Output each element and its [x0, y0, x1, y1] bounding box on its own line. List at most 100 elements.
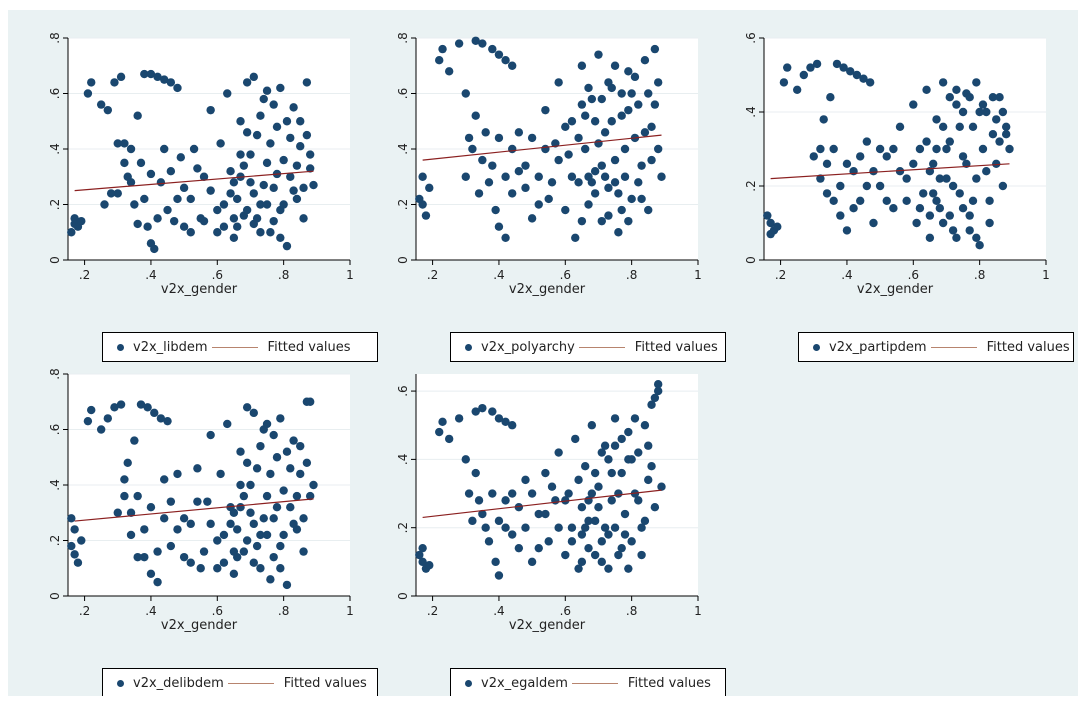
data-point: [995, 137, 1004, 146]
data-point: [627, 89, 636, 98]
data-point: [975, 241, 984, 250]
data-point: [627, 537, 636, 546]
y-tick-label: .2: [48, 199, 62, 210]
data-point: [610, 441, 620, 450]
data-point: [163, 205, 172, 215]
data-point: [816, 144, 825, 154]
data-point: [279, 155, 288, 165]
data-point: [256, 530, 265, 540]
data-point: [478, 155, 487, 165]
data-point: [945, 93, 954, 102]
data-point: [597, 448, 606, 457]
data-point: [478, 509, 487, 519]
data-point: [620, 530, 630, 539]
legend-marker-points: [117, 679, 124, 687]
legend-fitted-label: Fitted values: [627, 675, 711, 691]
data-point: [292, 491, 302, 501]
data-point: [819, 115, 828, 124]
data-point: [223, 89, 232, 98]
data-point: [644, 475, 653, 485]
data-point: [249, 72, 258, 82]
data-point: [581, 144, 590, 154]
data-point: [637, 523, 646, 532]
data-point: [494, 50, 504, 59]
data-point: [614, 489, 623, 498]
y-tick-label: .6: [48, 88, 62, 99]
x-tick-label: .6: [908, 268, 919, 282]
data-point: [471, 111, 480, 120]
data-point: [929, 189, 938, 198]
data-point: [650, 503, 660, 512]
data-point: [83, 416, 93, 426]
x-tick-label: .4: [493, 604, 504, 618]
x-tick-label: .6: [560, 604, 571, 618]
data-point: [282, 447, 292, 456]
data-point: [624, 455, 633, 464]
data-point: [246, 178, 255, 187]
data-point: [474, 189, 484, 198]
fitted-line: [422, 489, 662, 519]
data-point: [302, 458, 312, 467]
data-point: [925, 233, 935, 242]
data-point: [461, 172, 470, 181]
data-point: [915, 144, 925, 154]
data-point: [766, 229, 775, 239]
data-point: [544, 194, 553, 204]
data-point: [296, 117, 305, 126]
data-point: [590, 468, 600, 478]
legend-fitted-label: Fitted values: [283, 675, 367, 691]
y-tick-label: .8: [48, 32, 62, 43]
data-point: [179, 552, 189, 562]
data-point: [471, 407, 480, 416]
data-point: [166, 497, 176, 506]
data-point: [425, 183, 434, 193]
data-point: [581, 462, 590, 471]
y-tick-label: 0: [396, 592, 410, 600]
data-point: [587, 94, 597, 104]
legend-fitted-label: Fitted values: [267, 339, 351, 355]
data-point: [296, 469, 305, 479]
data-point: [514, 128, 524, 137]
y-tick-label: .4: [48, 479, 62, 490]
data-point: [982, 167, 991, 176]
data-point: [972, 78, 981, 87]
data-point: [812, 59, 822, 69]
data-point: [856, 196, 865, 205]
data-point: [77, 216, 86, 226]
data-point: [206, 105, 215, 115]
data-point: [564, 150, 573, 159]
data-point: [219, 558, 229, 567]
data-point: [491, 205, 500, 215]
data-point: [279, 200, 288, 209]
data-point: [83, 89, 93, 98]
data-point: [604, 211, 613, 220]
data-point: [773, 222, 782, 231]
data-point: [508, 144, 517, 154]
data-point: [229, 214, 239, 223]
data-point: [836, 211, 845, 220]
data-point: [935, 174, 945, 183]
legend-marker-points: [813, 343, 820, 351]
data-point: [242, 458, 252, 467]
data-point: [594, 503, 603, 512]
legend-marker-points: [465, 343, 472, 351]
data-point: [160, 514, 169, 523]
data-point: [995, 93, 1004, 102]
data-point: [269, 430, 278, 440]
data-point: [597, 537, 606, 546]
scatter-panel-egaldem: 0 .2 .4 .6 .2 .4 .6 .8 1 v2x_gender v2x_egaldem F…: [388, 366, 728, 696]
data-point: [160, 475, 169, 484]
data-point: [909, 159, 918, 168]
data-point: [822, 189, 832, 198]
data-point: [547, 178, 557, 187]
data-point: [484, 537, 494, 546]
data-point: [889, 204, 898, 213]
scatter-panel-delibdem: 0 .2 .4 .6 .8 .2 .4 .6 .8 1 v2x_gender v2x_delibde…: [40, 366, 380, 696]
data-point: [521, 183, 530, 193]
fitted-line: [74, 498, 314, 522]
data-point: [160, 75, 169, 84]
data-point: [809, 152, 818, 161]
data-point: [276, 541, 285, 551]
data-point: [763, 211, 772, 220]
data-point: [226, 167, 235, 176]
